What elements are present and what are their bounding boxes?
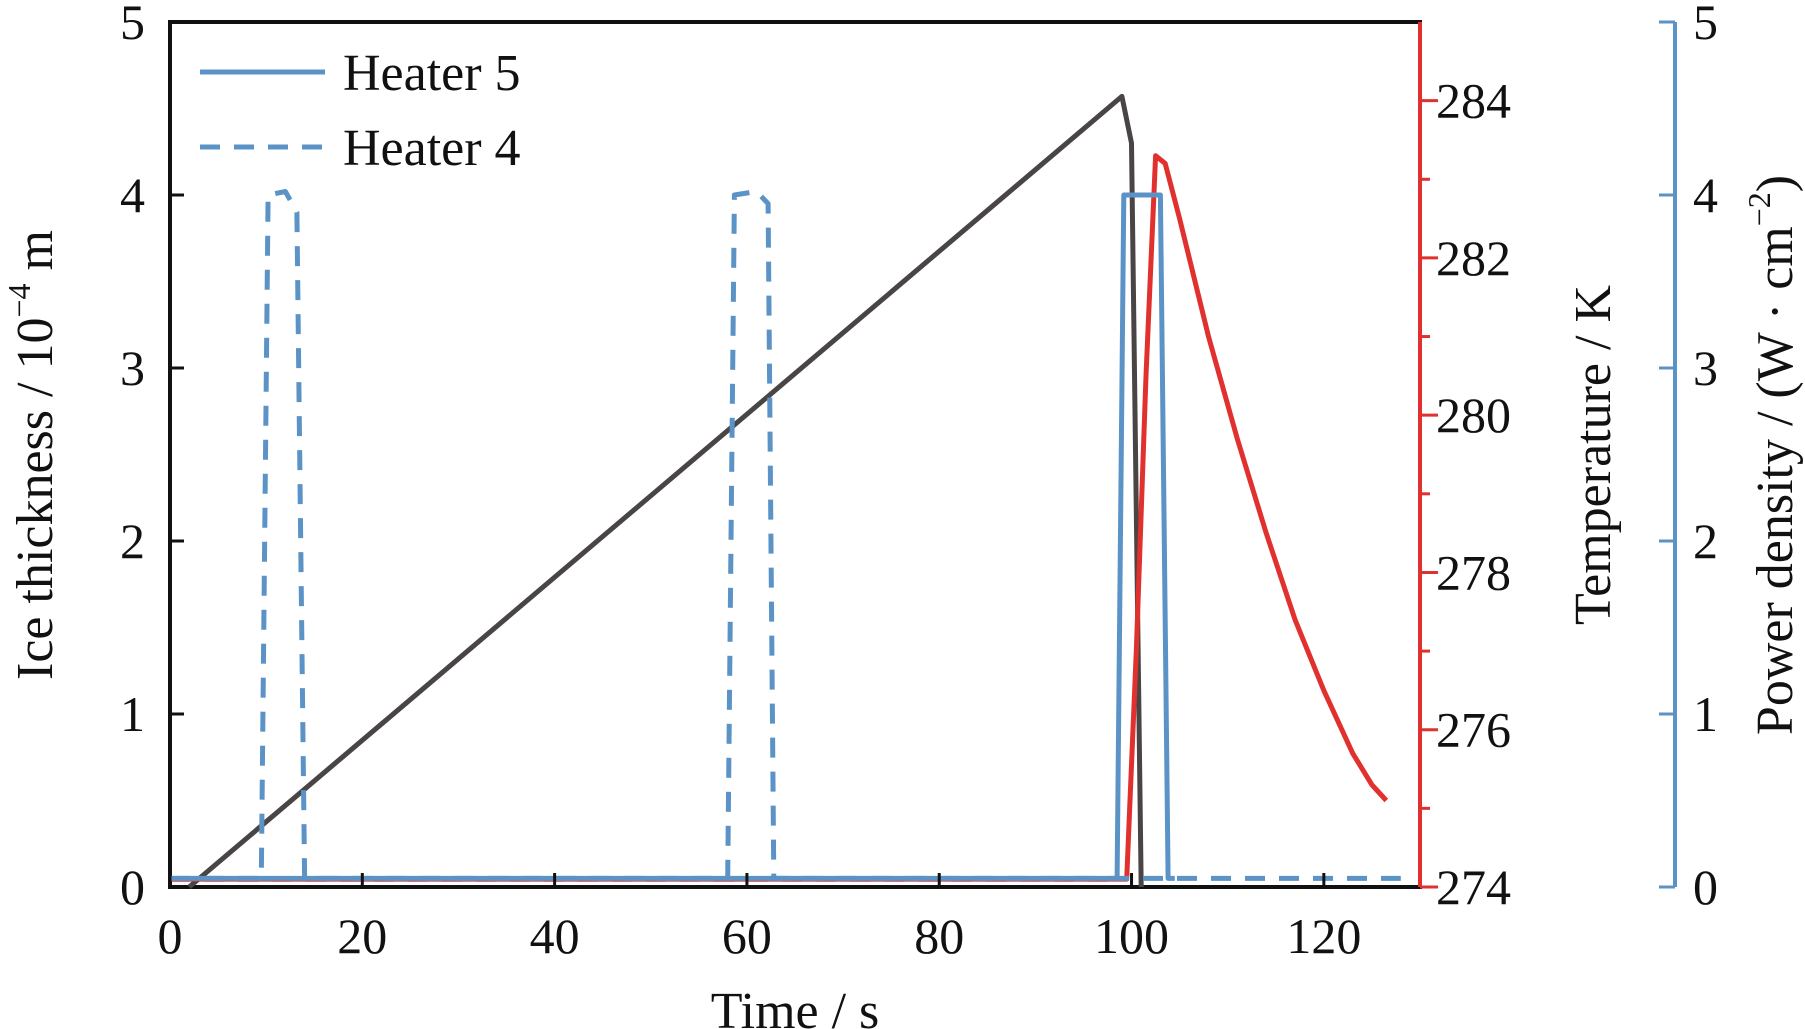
temperature-axis-label: Temperature / K [1565,285,1622,625]
power-axis-label-suffix: ) [1747,175,1804,192]
power-tick-label: 3 [1693,340,1718,396]
left-axis-ticks: 0 1 2 3 4 5 [120,0,184,915]
power-tick-label: 5 [1693,0,1718,50]
left-tick-label: 5 [120,0,145,50]
power-density-axis: 0 1 2 3 4 5 [1659,0,1718,915]
x-axis-ticks: 0 20 40 60 80 100 120 [158,873,1361,964]
left-axis-label-exponent: −4 [1,283,37,317]
legend: Heater 5 Heater 4 [200,45,521,177]
x-tick-label: 120 [1286,908,1361,964]
power-tick-label: 4 [1693,167,1718,223]
x-axis-label: Time / s [711,983,880,1029]
temperature-line [170,153,1389,882]
power-axis-label-prefix: Power density / (W · cm [1747,226,1804,735]
left-tick-label: 0 [120,859,145,915]
series-heater-5 [170,192,1175,881]
left-tick-label: 1 [120,686,145,742]
x-tick-label: 100 [1094,908,1169,964]
series-layer [170,93,1401,889]
temperature-tick-label: 274 [1436,859,1511,915]
left-axis-label-prefix: Ice thickness / 10 [7,318,64,680]
x-tick-label: 80 [914,908,964,964]
temperature-tick-label: 278 [1436,544,1511,600]
legend-label-heater-4: Heater 4 [343,120,521,177]
x-tick-label: 60 [722,908,772,964]
temperature-tick-label: 282 [1436,230,1511,286]
left-tick-label: 4 [120,167,145,223]
power-axis-label: Power density / (W · cm−2) [1741,175,1804,735]
left-axis-label-suffix: m [7,230,64,283]
x-tick-label: 20 [337,908,387,964]
legend-label-heater-5: Heater 5 [343,45,521,102]
ice-thickness-line [187,93,1144,889]
left-axis-label: Ice thickness / 10−4 m [1,230,64,680]
temperature-tick-label: 284 [1436,73,1511,129]
power-tick-label: 1 [1693,686,1718,742]
temperature-tick-label: 280 [1436,387,1511,443]
x-tick-label: 40 [530,908,580,964]
series-heater-4 [170,189,1401,881]
left-tick-label: 2 [120,513,145,569]
power-axis-label-exponent: −2 [1741,192,1777,226]
power-tick-label: 2 [1693,513,1718,569]
temperature-axis: 274 276 278 280 282 284 [1418,22,1511,915]
temperature-tick-label: 276 [1436,702,1511,758]
left-tick-label: 3 [120,340,145,396]
x-tick-label: 0 [158,908,183,964]
power-tick-label: 0 [1693,859,1718,915]
